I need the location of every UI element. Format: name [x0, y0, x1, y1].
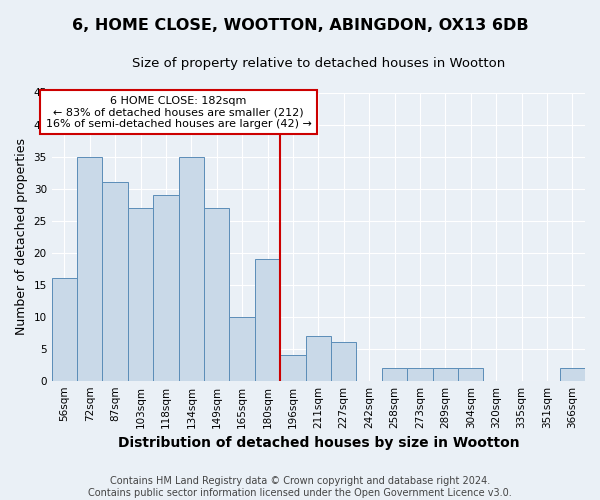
- Y-axis label: Number of detached properties: Number of detached properties: [15, 138, 28, 335]
- Bar: [204, 208, 229, 380]
- Text: 6 HOME CLOSE: 182sqm
← 83% of detached houses are smaller (212)
16% of semi-deta: 6 HOME CLOSE: 182sqm ← 83% of detached h…: [46, 96, 311, 129]
- Bar: [433, 368, 458, 380]
- Bar: [229, 316, 255, 380]
- Bar: [128, 208, 153, 380]
- Bar: [280, 355, 305, 380]
- Bar: [153, 195, 179, 380]
- Bar: [103, 182, 128, 380]
- Bar: [179, 156, 204, 380]
- Bar: [331, 342, 356, 380]
- Bar: [52, 278, 77, 380]
- Title: Size of property relative to detached houses in Wootton: Size of property relative to detached ho…: [132, 58, 505, 70]
- Bar: [305, 336, 331, 380]
- Bar: [382, 368, 407, 380]
- Text: 6, HOME CLOSE, WOOTTON, ABINGDON, OX13 6DB: 6, HOME CLOSE, WOOTTON, ABINGDON, OX13 6…: [71, 18, 529, 32]
- Bar: [77, 156, 103, 380]
- Bar: [255, 259, 280, 380]
- Bar: [458, 368, 484, 380]
- X-axis label: Distribution of detached houses by size in Wootton: Distribution of detached houses by size …: [118, 436, 519, 450]
- Bar: [560, 368, 585, 380]
- Text: Contains HM Land Registry data © Crown copyright and database right 2024.
Contai: Contains HM Land Registry data © Crown c…: [88, 476, 512, 498]
- Bar: [407, 368, 433, 380]
